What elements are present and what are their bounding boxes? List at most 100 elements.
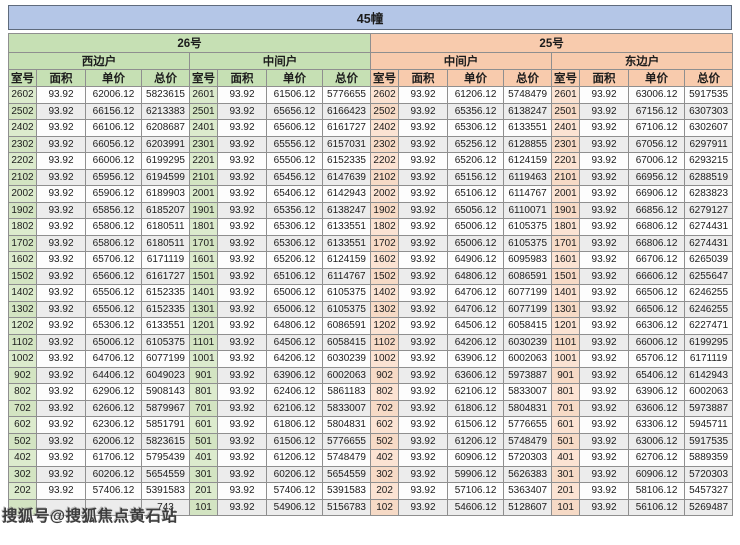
room-cell: 1302 (8, 300, 37, 318)
area-cell: 93.92 (579, 102, 630, 120)
unit-price-cell: 64506.12 (447, 317, 505, 335)
area-cell: 93.92 (579, 185, 630, 203)
table-row: 2002 93.92 65906.12 6189903 2001 93.92 65406.1… (8, 185, 734, 203)
room-cell: 801 (189, 383, 218, 401)
total-price-cell: 5391583 (141, 482, 190, 500)
area-cell: 93.92 (217, 300, 267, 318)
area-cell: 93.92 (217, 399, 267, 417)
unit-price-cell: 65106.12 (266, 267, 323, 285)
unit-price-cell: 65006.12 (266, 300, 323, 318)
total-price-cell: 5720303 (503, 449, 553, 467)
total-price-cell: 5973887 (684, 399, 734, 417)
area-cell: 93.92 (36, 317, 86, 335)
area-cell: 93.92 (217, 168, 267, 186)
area-cell: 93.92 (579, 449, 630, 467)
col-header-area: 面积 (398, 69, 449, 87)
area-cell: 93.92 (36, 102, 86, 120)
area-cell: 93.92 (217, 185, 267, 203)
total-price-cell: 6180511 (141, 234, 190, 252)
total-price-cell: 6208687 (141, 119, 190, 137)
total-price-cell: 6058415 (503, 317, 553, 335)
unit-price-cell: 65456.12 (266, 168, 323, 186)
room-cell: 2001 (189, 185, 218, 203)
total-price-cell: 6138247 (321, 201, 372, 219)
room-cell: 1502 (370, 267, 400, 285)
total-price-cell: 6114767 (503, 185, 553, 203)
total-price-cell: 5908143 (141, 383, 190, 401)
area-cell: 93.92 (36, 284, 86, 302)
unit-price-cell: 62906.12 (85, 383, 142, 401)
col-header-unit-price: 单价 (85, 69, 142, 87)
unit-price-cell: 57406.12 (85, 482, 142, 500)
room-cell: 201 (189, 482, 218, 500)
room-cell: 1902 (8, 201, 37, 219)
area-cell: 93.92 (579, 152, 630, 170)
table-body: 2602 93.92 62006.12 5823615 2601 93.92 61506.1… (8, 86, 734, 516)
room-cell (8, 498, 37, 516)
area-cell: 93.92 (36, 300, 86, 318)
unit-price-cell: 65256.12 (447, 135, 505, 153)
table-row: 202 93.92 57406.12 5391583 201 93.92 57406.12 5… (8, 482, 734, 500)
unit-price-cell: 60906.12 (447, 449, 505, 467)
room-cell: 301 (189, 465, 218, 483)
area-cell: 93.92 (217, 86, 267, 104)
table-row: 2402 93.92 66106.12 6208687 2401 93.92 65606.1… (8, 119, 734, 137)
area-cell: 93.92 (217, 284, 267, 302)
room-cell: 701 (189, 399, 218, 417)
unit-price-cell: 64506.12 (266, 333, 323, 351)
unit-price-cell: 65006.12 (447, 234, 505, 252)
room-cell: 101 (189, 498, 218, 516)
area-cell: 93.92 (36, 482, 86, 500)
area-cell: 93.92 (398, 185, 449, 203)
area-cell: 93.92 (398, 251, 449, 269)
unit-price-cell: 54606.12 (447, 498, 505, 516)
room-cell: 302 (8, 465, 37, 483)
room-cell: 2302 (8, 135, 37, 153)
unit-price-cell: 64706.12 (85, 350, 142, 368)
area-cell: 93.92 (36, 416, 86, 434)
room-cell: 1402 (8, 284, 37, 302)
area-cell: 93.92 (398, 383, 449, 401)
area-cell: 93.92 (36, 449, 86, 467)
unit-price-cell: 65856.12 (85, 201, 142, 219)
table-row: 1102 93.92 65006.12 6105375 1101 93.92 64506.1… (8, 333, 734, 351)
unit-price-cell: 61206.12 (266, 449, 323, 467)
total-price-cell: 6279127 (684, 201, 734, 219)
unit-price-cell: 59906.12 (447, 465, 505, 483)
table-row: 402 93.92 61706.12 5795439 401 93.92 61206.12 5… (8, 449, 734, 467)
col-header-area: 面积 (217, 69, 267, 87)
total-price-cell: 5861183 (321, 383, 372, 401)
unit-price-cell: 62006.12 (85, 86, 142, 104)
total-price-cell: 6180511 (141, 218, 190, 236)
total-price-cell: 6199295 (141, 152, 190, 170)
room-cell: 1801 (189, 218, 218, 236)
unit-price-cell: 66606.12 (628, 267, 686, 285)
area-cell: 93.92 (579, 317, 630, 335)
total-price-cell: 5823615 (141, 86, 190, 104)
area-cell (36, 498, 86, 516)
area-cell: 93.92 (398, 300, 449, 318)
room-cell: 202 (370, 482, 400, 500)
total-price-cell: 5804831 (321, 416, 372, 434)
unit-price-cell: 65356.12 (266, 201, 323, 219)
unit-price-cell: 65006.12 (85, 333, 142, 351)
total-price-cell: 6166423 (321, 102, 372, 120)
building-title: 45幢 (356, 12, 384, 26)
unit-price-cell: 65606.12 (266, 119, 323, 137)
unit-price-cell: 65306.12 (447, 119, 505, 137)
total-price-cell: 5879967 (141, 399, 190, 417)
unit-price-cell: 63906.12 (447, 350, 505, 368)
col-header-unit-price: 单价 (447, 69, 505, 87)
room-cell: 2402 (370, 119, 400, 137)
area-cell: 93.92 (217, 432, 267, 450)
total-price-cell: 6128855 (503, 135, 553, 153)
total-price-cell: 6002063 (503, 350, 553, 368)
table-row: 2602 93.92 62006.12 5823615 2601 93.92 61506.1… (8, 86, 734, 104)
unit-price-cell: 56106.12 (628, 498, 686, 516)
room-cell: 1601 (189, 251, 218, 269)
room-cell: 1602 (370, 251, 400, 269)
unit-price-cell: 66956.12 (628, 168, 686, 186)
total-price-cell: 5945711 (684, 416, 734, 434)
area-cell: 93.92 (217, 135, 267, 153)
unit-price-cell: 64906.12 (447, 251, 505, 269)
